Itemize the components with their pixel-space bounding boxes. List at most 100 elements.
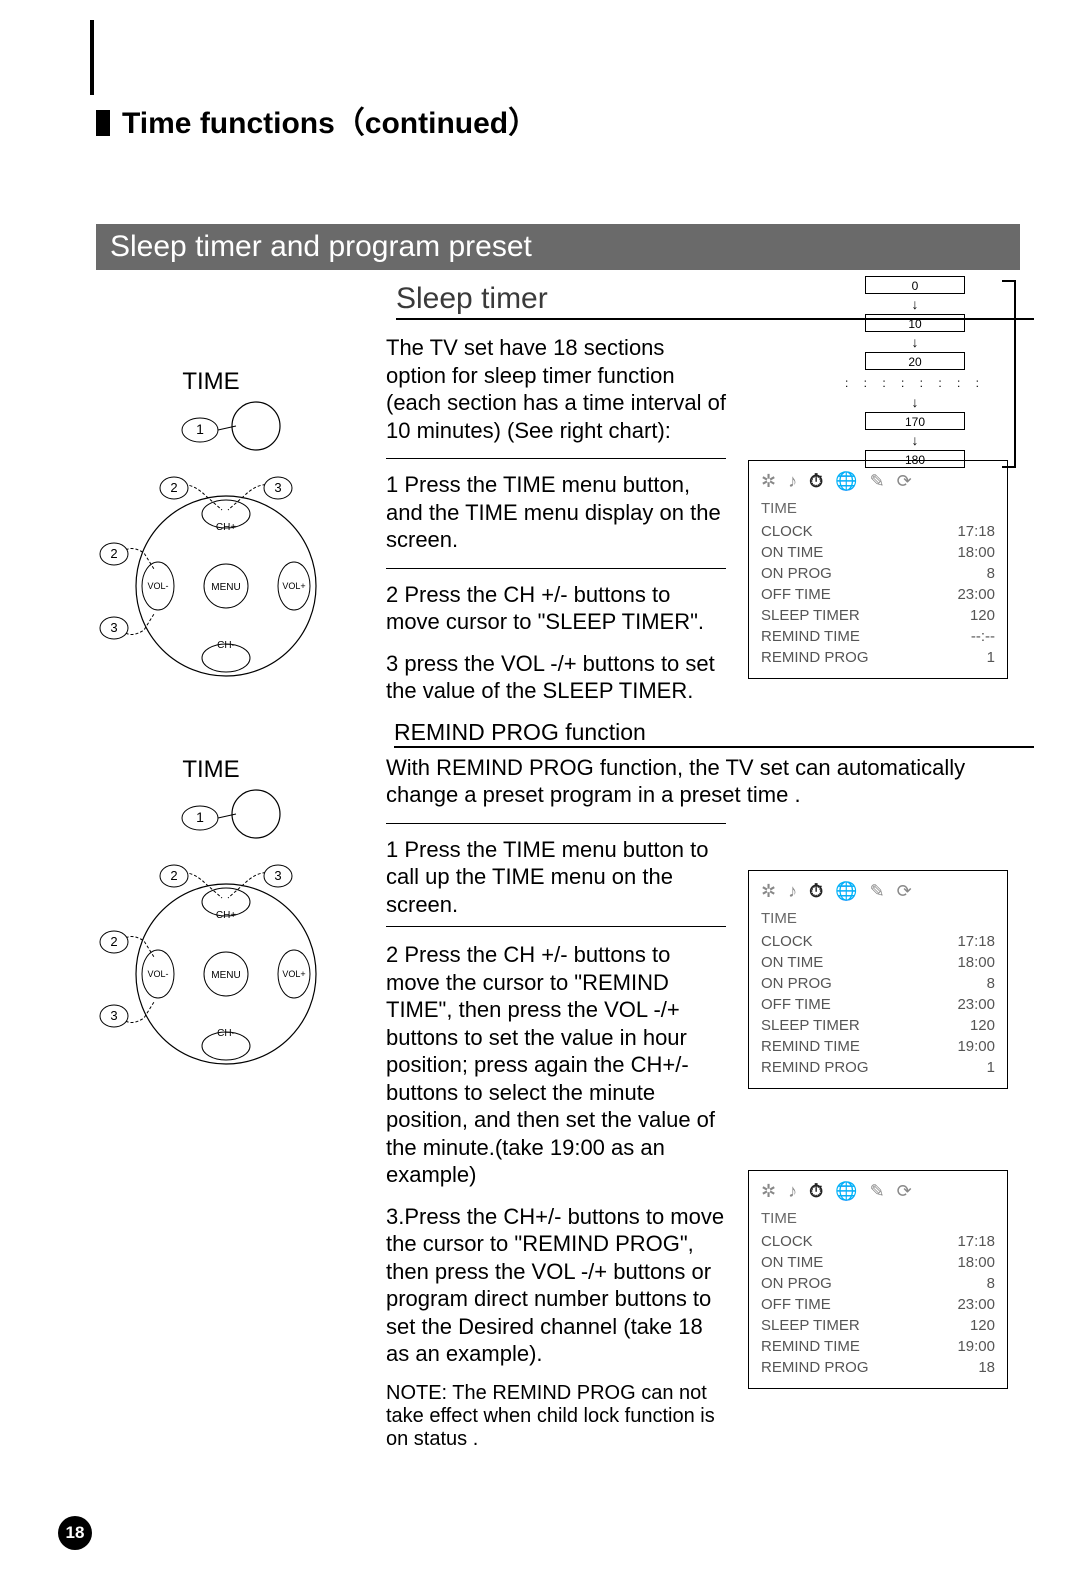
step-1: 1 Press the TIME menu button, and the TI… [386,471,726,554]
osd-title: TIME [761,910,995,927]
osd-label: SLEEP TIMER [761,1015,860,1036]
down-arrow-icon: ↓ [820,396,1010,408]
intro-paragraph: The TV set have 18 sections option for s… [386,334,726,444]
svg-text:2: 2 [110,934,117,949]
osd-label: REMIND PROG [761,1357,869,1378]
osd-value: 18:00 [957,1252,995,1273]
down-arrow-icon: ↓ [820,298,1010,310]
osd-menu-2: ✲ ♪ ⏱ 🌐 ✎ ⟳ TIME CLOCK17:18 ON TIME18:00… [748,870,1008,1089]
interval-bracket [1002,280,1016,468]
osd-value: 120 [970,1015,995,1036]
interval-ellipsis: : : : : : : : : [820,376,1010,390]
osd-label: OFF TIME [761,1294,831,1315]
osd-icon-row: ✲ ♪ ⏱ 🌐 ✎ ⟳ [761,1181,995,1202]
osd-value: 120 [970,1315,995,1336]
osd-label: ON PROG [761,563,832,584]
osd-label: ON TIME [761,1252,823,1273]
picture-icon: ✲ [761,881,776,902]
osd-icon-row: ✲ ♪ ⏱ 🌐 ✎ ⟳ [761,471,995,492]
osd-value: 8 [987,1273,995,1294]
step-2: 2 Press the CH +/- buttons to move curso… [386,581,726,636]
remind-step1: 1 Press the TIME menu button to call up … [386,836,726,928]
osd-title: TIME [761,500,995,517]
osd-label: SLEEP TIMER [761,605,860,626]
picture-icon: ✲ [761,471,776,492]
remote-label: TIME [96,368,326,396]
osd-value: 19:00 [957,1036,995,1057]
setup-icon: ✎ [870,1181,885,1202]
remind-step3: 3.Press the CH+/- buttons to move the cu… [386,1203,726,1368]
globe-icon: 🌐 [835,471,857,492]
svg-text:3: 3 [110,1008,117,1023]
osd-value: 23:00 [957,994,995,1015]
osd-icon-row: ✲ ♪ ⏱ 🌐 ✎ ⟳ [761,881,995,902]
down-arrow-icon: ↓ [820,336,1010,348]
setup-icon: ✎ [870,471,885,492]
remote-diagram-2: TIME 1 CH+ CH- VOL- VOL+ MENU [96,756,376,1084]
interval-box: 10 [865,314,965,332]
svg-text:CH+: CH+ [216,522,236,533]
sound-icon: ♪ [788,881,797,902]
remote-svg-2: 1 CH+ CH- VOL- VOL+ MENU 2 [96,784,336,1079]
osd-value: 18:00 [957,952,995,973]
down-arrow-icon: ↓ [820,434,1010,446]
note: NOTE: The REMIND PROG can not take effec… [386,1382,726,1451]
osd-label: REMIND PROG [761,1057,869,1078]
globe-icon: 🌐 [835,881,857,902]
time-icon: ⏱ [809,1181,823,1202]
osd-value: 8 [987,973,995,994]
osd-value: 17:18 [957,931,995,952]
time-icon: ⏱ [809,471,823,492]
svg-text:3: 3 [110,620,117,635]
interval-box: 20 [865,352,965,370]
divider [386,458,726,459]
svg-text:CH+: CH+ [216,910,236,921]
osd-value: 17:18 [957,1231,995,1252]
picture-icon: ✲ [761,1181,776,1202]
osd-menu-1: ✲ ♪ ⏱ 🌐 ✎ ⟳ TIME CLOCK17:18 ON TIME18:00… [748,460,1008,679]
interval-box: 0 [865,276,965,294]
time-icon: ⏱ [809,881,823,902]
osd-title: TIME [761,1210,995,1227]
osd-value: 120 [970,605,995,626]
remind-prog-heading: REMIND PROG function [394,719,1034,748]
osd-value: 19:00 [957,1336,995,1357]
svg-text:MENU: MENU [211,582,240,593]
osd-label: CLOCK [761,521,813,542]
svg-text:1: 1 [196,809,204,825]
svg-text:3: 3 [274,480,281,495]
section-header-bar: Sleep timer and program preset [96,224,1020,270]
osd-label: REMIND PROG [761,647,869,668]
left-column: TIME 1 CH+ CH- VOL- VOL+ MENU [96,282,376,1451]
svg-text:3: 3 [274,868,281,883]
header-rule [90,20,94,95]
interval-chart: 0 ↓ 10 ↓ 20 : : : : : : : : ↓ 170 ↓ 180 [820,276,1010,472]
globe-icon: 🌐 [835,1181,857,1202]
setup-icon: ✎ [870,881,885,902]
refresh-icon: ⟳ [897,881,912,902]
page-title-text: Time functions（continued） [122,107,538,140]
svg-text:2: 2 [170,868,177,883]
page-number: 18 [58,1516,92,1550]
svg-text:VOL-: VOL- [147,969,168,979]
refresh-icon: ⟳ [897,471,912,492]
sound-icon: ♪ [788,1181,797,1202]
osd-value: 18:00 [957,542,995,563]
remind-intro: With REMIND PROG function, the TV set ca… [386,754,1026,809]
svg-text:MENU: MENU [211,970,240,981]
remote-svg-1: 1 CH+ CH- VOL- VOL+ MENU [96,396,336,691]
osd-menu-3: ✲ ♪ ⏱ 🌐 ✎ ⟳ TIME CLOCK17:18 ON TIME18:00… [748,1170,1008,1389]
osd-label: OFF TIME [761,584,831,605]
svg-text:2: 2 [110,546,117,561]
osd-label: REMIND TIME [761,1336,860,1357]
osd-value: 1 [987,647,995,668]
refresh-icon: ⟳ [897,1181,912,1202]
page-title: Time functions（continued） [96,98,1020,142]
osd-label: ON PROG [761,973,832,994]
osd-label: CLOCK [761,931,813,952]
divider [386,568,726,569]
svg-text:CH-: CH- [217,640,235,651]
title-marker [96,110,110,136]
remind-step2: 2 Press the CH +/- buttons to move the c… [386,941,726,1189]
divider [386,823,726,824]
